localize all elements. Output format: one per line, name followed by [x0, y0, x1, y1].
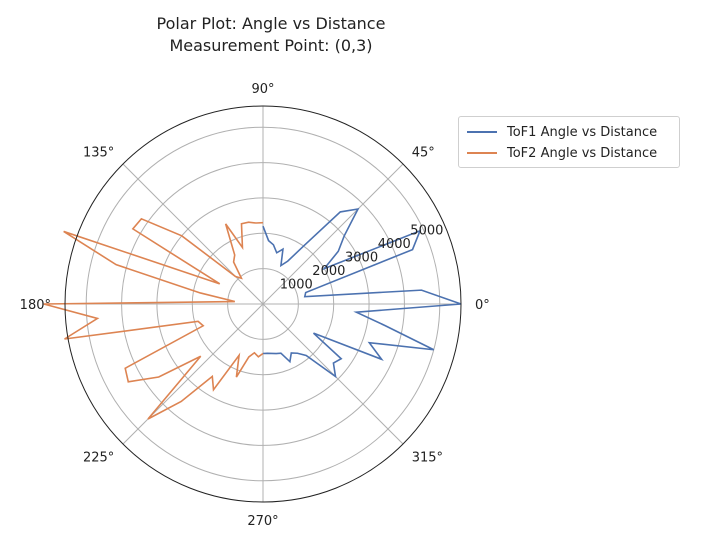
angular-gridline: [262, 163, 404, 305]
radial-gridline: [191, 232, 335, 376]
radial-gridline: [227, 268, 299, 340]
radial-tick-label: 5000: [410, 223, 443, 238]
radial-tick-label: 4000: [378, 237, 411, 252]
radial-tick-label: 1000: [280, 278, 313, 293]
chart-subtitle: Measurement Point: (0,3): [169, 36, 373, 55]
legend-item-tof2: ToF2 Angle vs Distance: [467, 143, 657, 163]
angle-tick-label: 135°: [83, 145, 114, 160]
radial-tick-label: 2000: [312, 264, 345, 279]
angle-tick-label: 315°: [412, 451, 443, 466]
polar-axes: 0° 45° 90° 135° 180° 225° 270° 315° 100020003000…: [20, 82, 490, 529]
polar-grid: [65, 106, 461, 502]
legend: ToF1 Angle vs Distance ToF2 Angle vs Dis…: [458, 116, 680, 168]
angular-gridline: [122, 303, 264, 445]
legend-label-tof2: ToF2 Angle vs Distance: [507, 145, 658, 161]
series-line-tof2: [43, 217, 264, 420]
legend-swatch-tof1: [467, 131, 497, 133]
radial-tick-label: 3000: [345, 250, 378, 265]
legend-item-tof1: ToF1 Angle vs Distance: [467, 122, 657, 142]
angle-tick-label: 225°: [83, 451, 114, 466]
angular-gridline: [122, 163, 264, 305]
angle-tick-label: 180°: [20, 298, 51, 313]
polar-frame: [64, 105, 462, 503]
legend-swatch-tof2: [467, 152, 497, 154]
angle-tick-label: 0°: [475, 298, 490, 313]
radial-gridline: [156, 197, 370, 411]
radial-gridline: [121, 162, 405, 446]
angle-tick-label: 270°: [247, 514, 278, 529]
angle-tick-label: 90°: [251, 82, 274, 97]
chart-title: Polar Plot: Angle vs Distance: [156, 14, 386, 33]
legend-label-tof1: ToF1 Angle vs Distance: [507, 124, 658, 140]
angle-tick-label: 45°: [412, 145, 435, 160]
